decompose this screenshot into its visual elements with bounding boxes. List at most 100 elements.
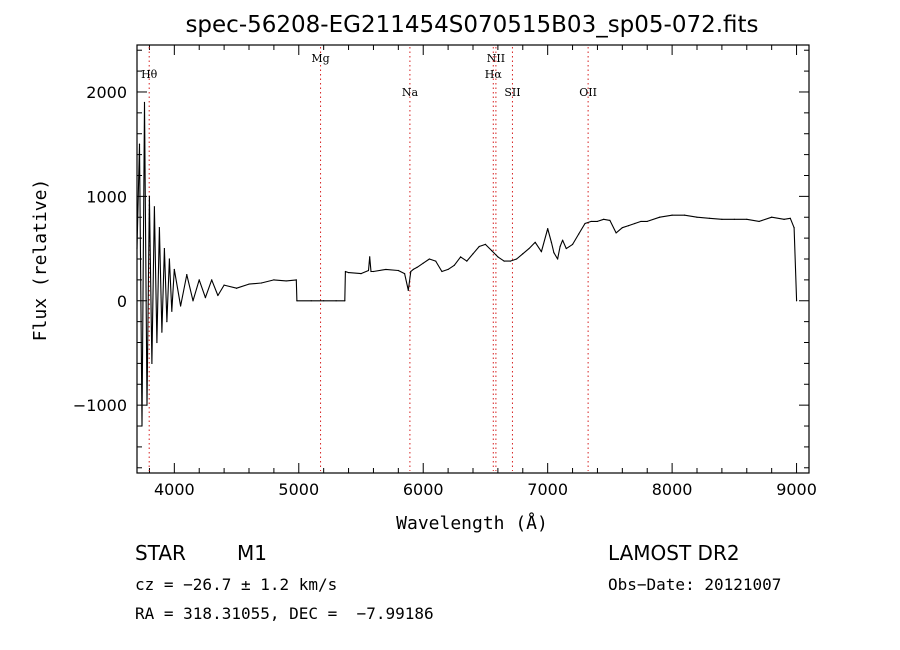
spectrum-point xyxy=(407,289,409,291)
spectrum-point xyxy=(141,425,143,427)
spectrum-point xyxy=(146,404,148,406)
spectrum-point xyxy=(459,256,462,258)
spectral-line-label: SII xyxy=(504,86,520,99)
spectrum-point xyxy=(403,273,406,275)
spectrum-point xyxy=(335,300,337,302)
spectrum-point xyxy=(550,241,553,243)
spectrum-point xyxy=(609,219,611,221)
spectrum-point xyxy=(295,279,297,281)
spectrum-point xyxy=(385,268,387,271)
spectrum-point xyxy=(153,206,156,208)
redshift-velocity: cz = −26.7 ± 1.2 km/s xyxy=(135,575,338,594)
spectrum-point xyxy=(370,270,372,273)
spectrum-point xyxy=(509,260,511,262)
spectrum-point xyxy=(441,270,443,273)
spectrum-point xyxy=(138,143,141,145)
spectrum-point xyxy=(136,247,138,250)
spectrum-point xyxy=(171,310,173,312)
spectrum-point xyxy=(553,252,555,254)
spectrum-point xyxy=(285,280,287,282)
spectrum-point xyxy=(344,300,346,302)
spectrum-point xyxy=(310,300,312,302)
y-tick-label: −1000 xyxy=(73,396,127,415)
x-tick-label: 6000 xyxy=(403,480,444,499)
spectrum-point xyxy=(323,300,325,302)
spectrum-point xyxy=(372,270,375,273)
x-tick-label: 7000 xyxy=(527,480,568,499)
spectrum-point xyxy=(615,232,617,234)
spectrum-point xyxy=(596,220,599,223)
spectrum-point xyxy=(435,260,437,262)
spectrum-point xyxy=(783,218,785,220)
spectrum-point xyxy=(793,227,795,229)
spectrum-point xyxy=(683,214,686,216)
spectrum-point xyxy=(161,331,163,333)
spectrum-point xyxy=(640,220,642,223)
spectral-line-label: OII xyxy=(579,86,597,99)
spectrum-point xyxy=(559,245,561,248)
spectrum-point xyxy=(422,262,424,264)
spectrum-point xyxy=(646,220,648,223)
spectrum-point xyxy=(746,218,748,220)
spectrum-point xyxy=(671,214,673,216)
x-tick-label: 9000 xyxy=(776,480,817,499)
spectrum-point xyxy=(397,269,399,272)
spectrum-point xyxy=(497,256,499,258)
spectrum-point xyxy=(179,305,182,307)
spectrum-point xyxy=(503,260,505,262)
spectrum-point xyxy=(584,222,586,225)
spectrum-point xyxy=(478,245,480,248)
spectrum-point xyxy=(347,271,350,274)
spectrum-point xyxy=(143,101,146,104)
spectrum-point xyxy=(562,239,564,241)
spectrum-point xyxy=(163,247,165,250)
spectrum-point xyxy=(260,282,263,284)
spectrum-point xyxy=(217,294,219,297)
spectrum-point xyxy=(696,216,698,218)
spectrum-point xyxy=(186,274,188,276)
spectrum-point xyxy=(795,300,798,302)
spectrum-point xyxy=(235,287,238,289)
spectrum-point xyxy=(621,227,623,229)
observation-date: Obs−Date: 20121007 xyxy=(608,575,782,594)
spectrum-point xyxy=(223,284,225,286)
spectrum-point xyxy=(484,243,487,245)
spectrum-point xyxy=(192,300,194,302)
spectral-line-label: Hα xyxy=(485,68,503,81)
spectrum-point xyxy=(627,224,630,227)
spectrum-point xyxy=(571,243,574,245)
spectrum-point xyxy=(534,241,536,243)
spectrum-point xyxy=(466,260,468,262)
y-tick-label: 0 xyxy=(117,292,127,311)
spectral-line-label: NII xyxy=(487,52,505,65)
spectrum-point xyxy=(198,279,200,281)
sky-coordinates: RA = 318.31055, DEC = −7.99186 xyxy=(135,604,434,623)
spectrum-point xyxy=(412,268,414,271)
spectrum-point xyxy=(708,217,711,219)
spectrum-point xyxy=(491,250,493,252)
survey-name: LAMOST DR2 xyxy=(608,541,740,565)
spectrum-point xyxy=(547,228,549,230)
spectrum-point xyxy=(148,195,151,197)
y-tick-label: 1000 xyxy=(86,187,127,206)
spectrum-point xyxy=(248,283,250,285)
spectrum-point xyxy=(447,268,449,271)
spectral-line-label: Na xyxy=(402,86,419,99)
spectrum-point xyxy=(578,233,580,235)
spectrum-point xyxy=(603,218,605,220)
spectrum-point xyxy=(659,216,661,218)
spectrum-point xyxy=(168,258,170,260)
chart-title: spec-56208-EG211454S070515B03_sp05-072.f… xyxy=(185,12,758,38)
spectrum-point xyxy=(721,218,723,220)
spectrum-point xyxy=(410,270,412,273)
spectrum-point xyxy=(156,341,158,344)
spectrum-point xyxy=(522,253,524,255)
spectrum-point xyxy=(771,216,773,218)
spectrum-point xyxy=(428,258,431,260)
spectrum-point xyxy=(416,266,418,268)
y-axis-label: Flux (relative) xyxy=(30,179,51,342)
spectrum-point xyxy=(789,217,791,219)
spectrum-point xyxy=(151,362,153,364)
spectrum-point xyxy=(211,279,213,281)
